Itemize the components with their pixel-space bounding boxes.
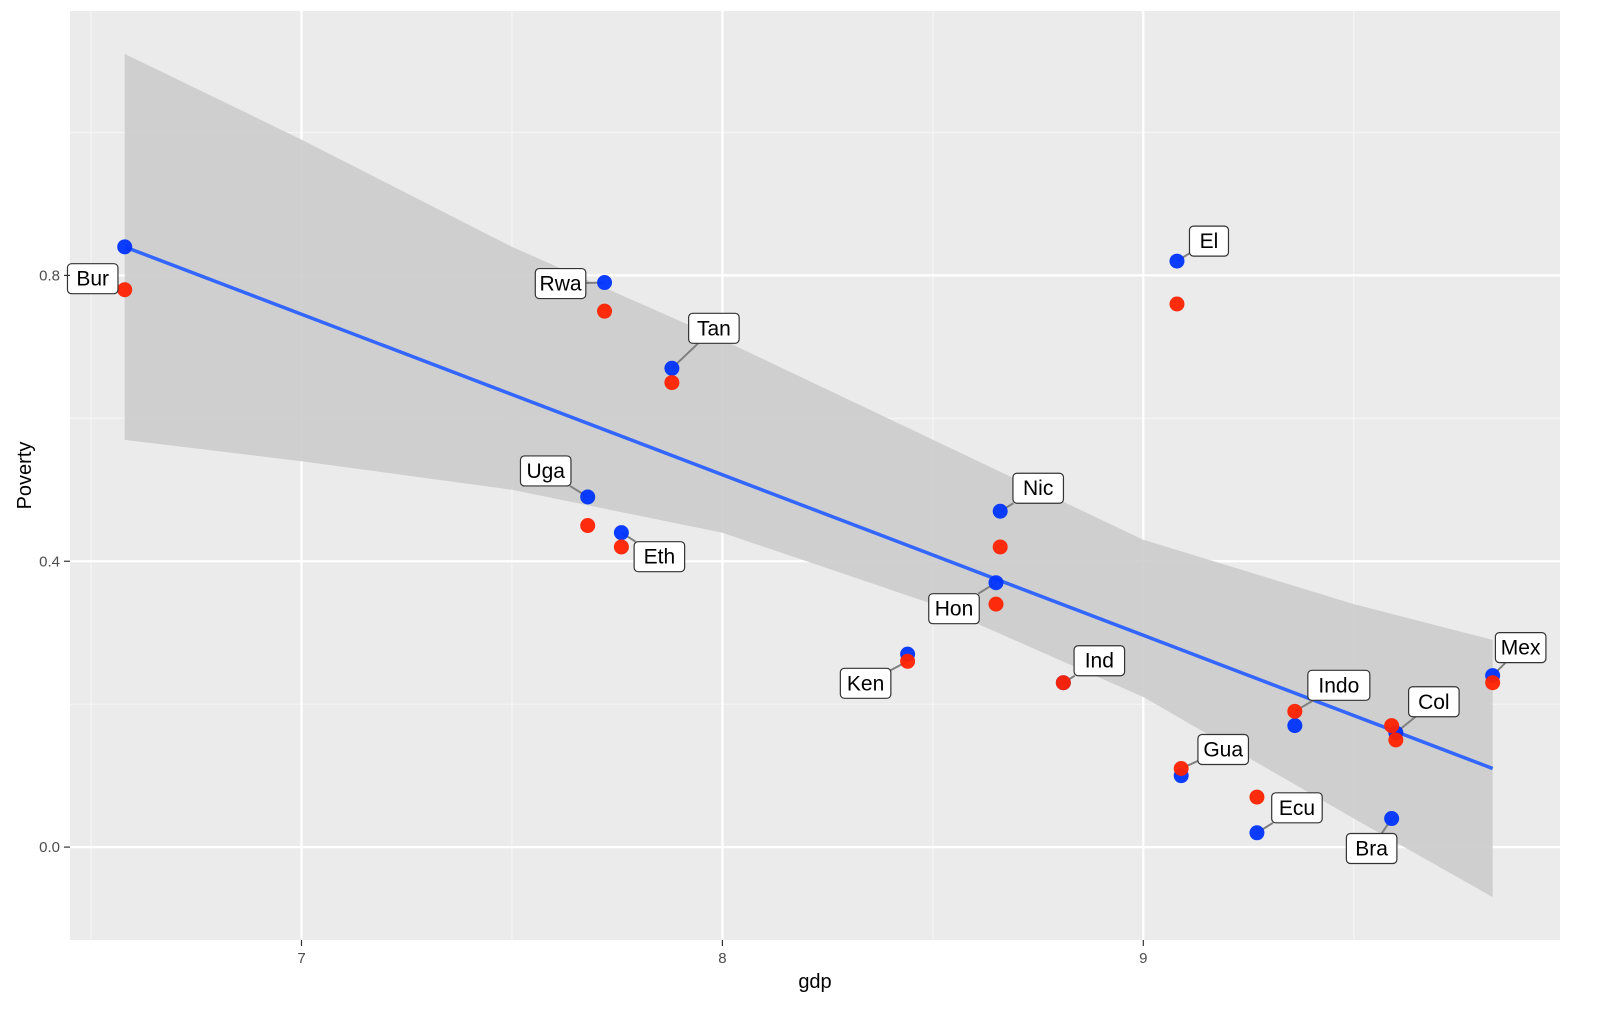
- point-label-box: [1494, 631, 1547, 664]
- data-point: [613, 525, 629, 541]
- point-label-hon: Hon: [928, 593, 980, 625]
- data-point: [597, 303, 613, 319]
- x-tick-label: 7: [297, 950, 305, 967]
- point-label-text: Ecu: [1279, 797, 1315, 820]
- point-label-bur: Bur: [66, 263, 119, 295]
- point-label-nic: Nic: [1012, 472, 1065, 504]
- point-label-box: [534, 267, 587, 300]
- x-axis-ticks: 7 8 9: [297, 940, 1147, 967]
- x-axis-title: gdp: [798, 971, 831, 993]
- point-labels: Bur Rwa Tan Uga Eth Ken Hon Nic Ind El Gua Ecu Indo B…: [66, 225, 1547, 865]
- data-point: [1249, 825, 1265, 841]
- point-label-text: Nic: [1023, 477, 1053, 500]
- point-label-text: Uga: [526, 460, 565, 483]
- point-label-text: Hon: [935, 598, 974, 621]
- data-point: [1173, 760, 1189, 776]
- point-label-text: Tan: [697, 317, 731, 340]
- data-point: [1249, 789, 1265, 805]
- point-label-box: [1197, 733, 1250, 766]
- x-tick-label: 8: [718, 950, 726, 967]
- point-label-text: Ken: [847, 672, 884, 695]
- point-label-eth: Eth: [633, 541, 686, 573]
- data-point: [1169, 253, 1185, 269]
- point-label-box: [928, 593, 980, 625]
- point-label-text: Mex: [1501, 637, 1541, 660]
- regression-line: [124, 245, 1494, 771]
- point-label-box: [633, 541, 686, 573]
- point-label-ecu: Ecu: [1271, 792, 1323, 824]
- y-tick-label: 0.8: [39, 267, 60, 284]
- data-point: [664, 375, 680, 391]
- point-label-box: [688, 312, 740, 344]
- data-point: [1287, 718, 1303, 734]
- point-label-box: [1271, 792, 1323, 824]
- point-label-box: [66, 263, 119, 295]
- data-point: [1169, 296, 1185, 312]
- point-label-box: [1345, 832, 1398, 865]
- point-label-box: [1307, 669, 1371, 701]
- data-point: [580, 489, 596, 505]
- y-tick-label: 0.0: [39, 839, 60, 856]
- point-label-rwa: Rwa: [534, 267, 587, 300]
- data-point: [992, 503, 1008, 519]
- data-point: [117, 282, 133, 298]
- point-label-text: Bur: [76, 268, 109, 291]
- x-tick-label: 9: [1139, 950, 1147, 967]
- point-label-box: [1188, 225, 1230, 257]
- point-label-bra: Bra: [1345, 832, 1398, 865]
- point-label-tan: Tan: [688, 312, 740, 344]
- data-points: [117, 239, 1501, 841]
- point-label-box: [839, 667, 892, 699]
- point-label-uga: Uga: [519, 455, 572, 487]
- point-label-box: [519, 455, 572, 487]
- point-label-box: [1407, 686, 1460, 718]
- point-label-text: El: [1200, 230, 1219, 253]
- y-axis-ticks: 0.0 0.4 0.8: [39, 267, 70, 856]
- point-label-col: Col: [1407, 686, 1460, 718]
- y-axis-title: Poverty: [14, 442, 36, 510]
- data-point: [1388, 732, 1404, 748]
- data-point: [992, 539, 1008, 555]
- data-point: [900, 653, 916, 669]
- point-label-el: El: [1188, 225, 1230, 257]
- data-point: [1384, 718, 1400, 734]
- data-point: [664, 360, 680, 376]
- point-label-text: Bra: [1355, 838, 1388, 861]
- point-label-text: Rwa: [540, 273, 582, 296]
- y-tick-label: 0.4: [39, 553, 60, 570]
- point-label-text: Eth: [644, 546, 676, 569]
- data-point: [117, 239, 133, 255]
- point-label-box: [1012, 472, 1065, 504]
- data-point: [988, 596, 1004, 612]
- point-label-mex: Mex: [1494, 631, 1547, 664]
- confidence-band: [124, 53, 1493, 898]
- data-point: [988, 575, 1004, 591]
- data-point: [1384, 811, 1400, 827]
- point-label-ind: Ind: [1073, 645, 1126, 677]
- point-label-indo: Indo: [1307, 669, 1371, 701]
- data-point: [1055, 675, 1071, 691]
- data-point: [1287, 703, 1303, 719]
- point-label-box: [1073, 645, 1126, 677]
- point-label-text: Ind: [1085, 650, 1114, 673]
- data-point: [613, 539, 629, 555]
- point-label-ken: Ken: [839, 667, 892, 699]
- point-label-text: Indo: [1318, 674, 1359, 697]
- point-label-text: Gua: [1203, 738, 1243, 761]
- data-point: [1485, 675, 1501, 691]
- point-label-text: Col: [1418, 691, 1450, 714]
- data-point: [580, 518, 596, 534]
- data-point: [597, 275, 613, 291]
- point-label-gua: Gua: [1197, 733, 1250, 766]
